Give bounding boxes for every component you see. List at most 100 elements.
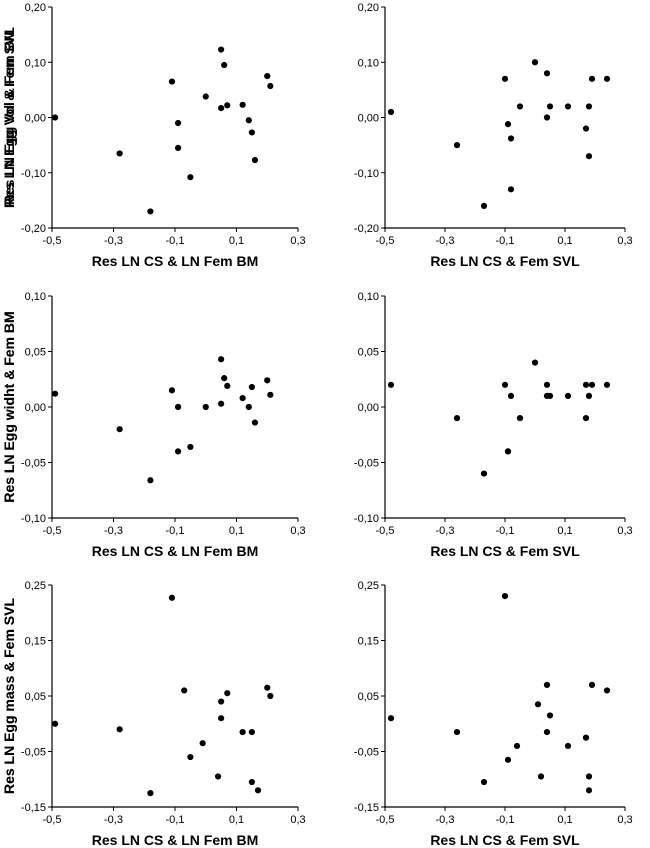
x-tick-label: -0,5 — [43, 525, 62, 537]
x-tick-label: -0,5 — [376, 814, 395, 826]
data-point — [218, 698, 225, 705]
data-point — [588, 381, 596, 388]
data-point — [582, 125, 590, 132]
data-point — [51, 390, 59, 397]
data-point — [603, 687, 611, 694]
data-point — [564, 103, 572, 110]
data-point — [168, 387, 176, 394]
x-tick-label: 0,3 — [617, 525, 632, 537]
x-axis-title: Res LN CS & LN Fem BM — [92, 543, 258, 559]
data-point — [239, 728, 246, 736]
y-axis-title: Res LN Egg Vol & Fem SVL — [1, 27, 17, 208]
y-tick-label: -0,05 — [354, 747, 379, 759]
y-tick-label: 0,00 — [358, 402, 379, 414]
data-point — [504, 121, 512, 128]
y-tick-label: 0,00 — [25, 113, 46, 125]
data-point — [168, 594, 176, 601]
y-tick-label: 0,05 — [358, 691, 379, 703]
data-point — [507, 186, 515, 193]
data-point — [588, 75, 596, 82]
x-tick-label: 0,1 — [229, 814, 244, 826]
data-point — [245, 403, 252, 411]
data-point — [546, 103, 554, 110]
x-tick-label: 0,3 — [290, 814, 305, 826]
y-tick-label: -0,05 — [21, 747, 46, 759]
data-point — [224, 690, 231, 697]
data-point — [543, 681, 551, 689]
x-tick-label: -0,1 — [496, 235, 515, 247]
data-point — [181, 687, 188, 694]
x-tick-label: -0,1 — [166, 235, 185, 247]
x-tick-label: 0,3 — [617, 814, 632, 826]
data-point — [264, 684, 271, 691]
data-point — [480, 778, 488, 786]
axes: -0,5 -0,3 -0,1 0,1 0,3 0,10 0,05 0,00 -0,05 -0,10 — [354, 291, 633, 537]
data-point — [251, 156, 259, 164]
x-tick-label: -0,3 — [104, 814, 123, 826]
x-tick-label: -0,3 — [436, 814, 455, 826]
data-point — [582, 734, 590, 741]
data-point — [387, 381, 395, 388]
x-axis-title: Res LN CS & Fem SVL — [430, 543, 580, 559]
data-point — [174, 403, 182, 411]
data-points — [387, 359, 611, 477]
data-point — [147, 790, 154, 797]
y-tick-label: -0,15 — [354, 802, 379, 814]
y-axis-title: Res LN Egg Vol & Fem BM — [1, 30, 17, 206]
x-tick-label: -0,1 — [166, 814, 185, 826]
y-tick-label: -0,10 — [21, 513, 46, 525]
axes: -0,5 -0,3 -0,1 0,1 0,3 0,20 0,10 0,00 -0,10 -0,20 — [21, 2, 306, 247]
data-point — [504, 448, 512, 455]
data-point — [218, 105, 225, 112]
data-point — [174, 144, 182, 151]
x-tick-label: -0,1 — [496, 814, 515, 826]
data-point — [224, 102, 231, 109]
data-point — [516, 103, 524, 110]
data-point — [168, 78, 176, 85]
y-axis-title: Res LN Egg widht & Fem BM — [1, 311, 17, 502]
data-point — [251, 419, 259, 426]
x-tick-label: -0,1 — [496, 525, 515, 537]
data-point — [147, 208, 154, 215]
data-point — [218, 715, 225, 722]
data-point — [564, 742, 572, 750]
data-point — [264, 72, 271, 80]
data-point — [537, 773, 545, 780]
x-axis-title: Res LN CS & LN Fem BM — [92, 832, 258, 848]
axes: -0,5 -0,3 -0,1 0,1 0,3 0,10 0,05 0,00 -0,05 -0,10 — [21, 291, 306, 537]
data-points — [387, 593, 611, 794]
x-tick-label: 0,3 — [617, 235, 632, 247]
axes: -0,5 -0,3 -0,1 0,1 0,3 0,25 0,15 0,05 -0,05 -0,15 — [21, 580, 306, 826]
data-point — [248, 129, 255, 136]
y-tick-label: -0,20 — [354, 223, 379, 235]
data-point — [214, 773, 222, 780]
data-point — [248, 383, 255, 391]
y-tick-label: 0,05 — [25, 691, 46, 703]
data-point — [603, 75, 611, 82]
data-point — [501, 75, 509, 82]
y-tick-label: -0,05 — [21, 458, 46, 470]
data-point — [546, 392, 554, 399]
y-axis-title: Res LN Egg mass & Fem SVL — [1, 598, 17, 795]
data-point — [174, 119, 182, 127]
x-tick-label: -0,3 — [104, 235, 123, 247]
x-axis-title: Res LN CS & Fem SVL — [430, 832, 580, 848]
data-point — [239, 395, 246, 402]
x-tick-label: 0,1 — [557, 814, 572, 826]
data-point — [221, 61, 228, 69]
data-point — [267, 82, 274, 90]
data-point — [116, 726, 123, 733]
data-points — [51, 356, 274, 484]
data-point — [531, 59, 539, 66]
data-point — [387, 108, 395, 116]
x-axis-title: Res LN CS & LN Fem BM — [92, 253, 258, 269]
data-point — [564, 392, 572, 399]
scatter-panel-egg-vol-svl: Res LN CS & Fem SVL Res LN Egg Vol & Fem… — [1, 2, 633, 269]
x-tick-label: 0,1 — [229, 235, 244, 247]
y-axis-title: Res LN Egg mass & Fem SVL — [1, 598, 17, 795]
data-point — [218, 400, 225, 407]
data-points — [387, 59, 611, 209]
scatter-panel-egg-width-bm: Res LN CS & LN Fem BM Res LN Egg widht &… — [1, 291, 306, 559]
data-point — [187, 753, 194, 761]
